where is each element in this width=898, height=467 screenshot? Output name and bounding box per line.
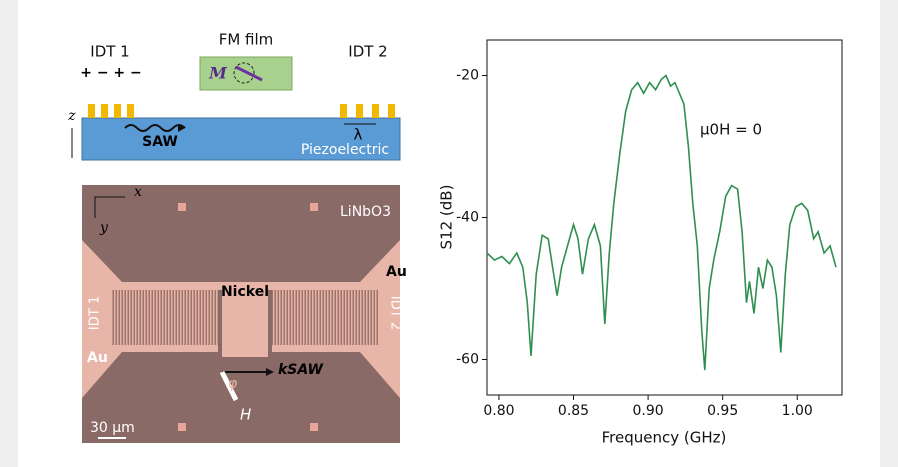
label: IDT 2	[388, 296, 403, 330]
label: y	[99, 220, 109, 236]
label: IDT 1	[88, 296, 103, 330]
substrate	[81, 117, 401, 161]
label: SAW	[142, 134, 178, 150]
micrograph: x y LiNbO3 Au Au Nickel IDT 1 IDT 2 kSAW…	[82, 184, 407, 443]
label: x	[134, 184, 142, 200]
label: H	[240, 406, 251, 424]
x-tick-label: 0.80	[483, 403, 514, 419]
label: z	[67, 108, 76, 124]
k-head	[266, 368, 274, 376]
au-pad	[272, 345, 400, 398]
label: Au	[386, 264, 407, 280]
finger	[101, 104, 108, 118]
label: 30 µm	[90, 420, 135, 436]
label: Nickel	[221, 284, 269, 300]
marker	[310, 203, 318, 211]
finger	[340, 104, 347, 118]
chart: Frequency (GHz) S12 (dB) μ0H = 0 0.80 0.8…	[438, 39, 843, 447]
annotation: μ0H = 0	[700, 121, 762, 139]
x-tick-label: 0.85	[558, 403, 589, 419]
wave	[124, 124, 186, 132]
h-arrow	[219, 370, 239, 402]
nickel	[222, 282, 268, 357]
y-axis-label: S12 (dB)	[438, 185, 456, 250]
au-pad	[268, 240, 400, 290]
label: φ	[228, 376, 238, 392]
label: Piezoelectric	[301, 142, 389, 158]
m-arrow	[235, 65, 263, 82]
marker	[310, 423, 318, 431]
schematic: IDT 1 + − + − FM film M IDT 2 SAW λ z Pi…	[67, 31, 401, 161]
au-pad	[82, 240, 222, 290]
x-axis-label: Frequency (GHz)	[602, 429, 727, 447]
marker	[178, 423, 186, 431]
y-tick-label: -20	[456, 68, 479, 84]
label: LiNbO3	[340, 204, 391, 220]
label: + − + −	[80, 65, 142, 81]
label: kSAW	[278, 362, 323, 378]
line	[486, 74, 837, 371]
x-tick-label: 0.90	[633, 403, 664, 419]
label: Au	[87, 350, 108, 366]
finger	[388, 104, 395, 118]
x-tick-label: 0.95	[707, 403, 738, 419]
axes	[94, 196, 125, 218]
label: IDT 1	[90, 43, 129, 61]
marker	[178, 203, 186, 211]
label: M	[208, 64, 228, 83]
finger	[127, 104, 134, 118]
finger	[356, 104, 363, 118]
x-tick-label: 1.00	[782, 403, 813, 419]
pad	[82, 290, 112, 345]
precession	[233, 62, 255, 84]
finger	[114, 104, 121, 118]
comb	[272, 290, 378, 345]
comb	[112, 290, 218, 345]
au-pad	[82, 345, 218, 398]
finger	[372, 104, 379, 118]
label: λ	[354, 126, 363, 144]
y-tick-label: -60	[456, 352, 479, 368]
wave-head	[178, 124, 185, 132]
label: IDT 2	[348, 43, 387, 61]
pad	[378, 290, 400, 345]
finger	[88, 104, 95, 118]
label: FM film	[219, 31, 274, 49]
y-tick-label: -40	[456, 210, 479, 226]
